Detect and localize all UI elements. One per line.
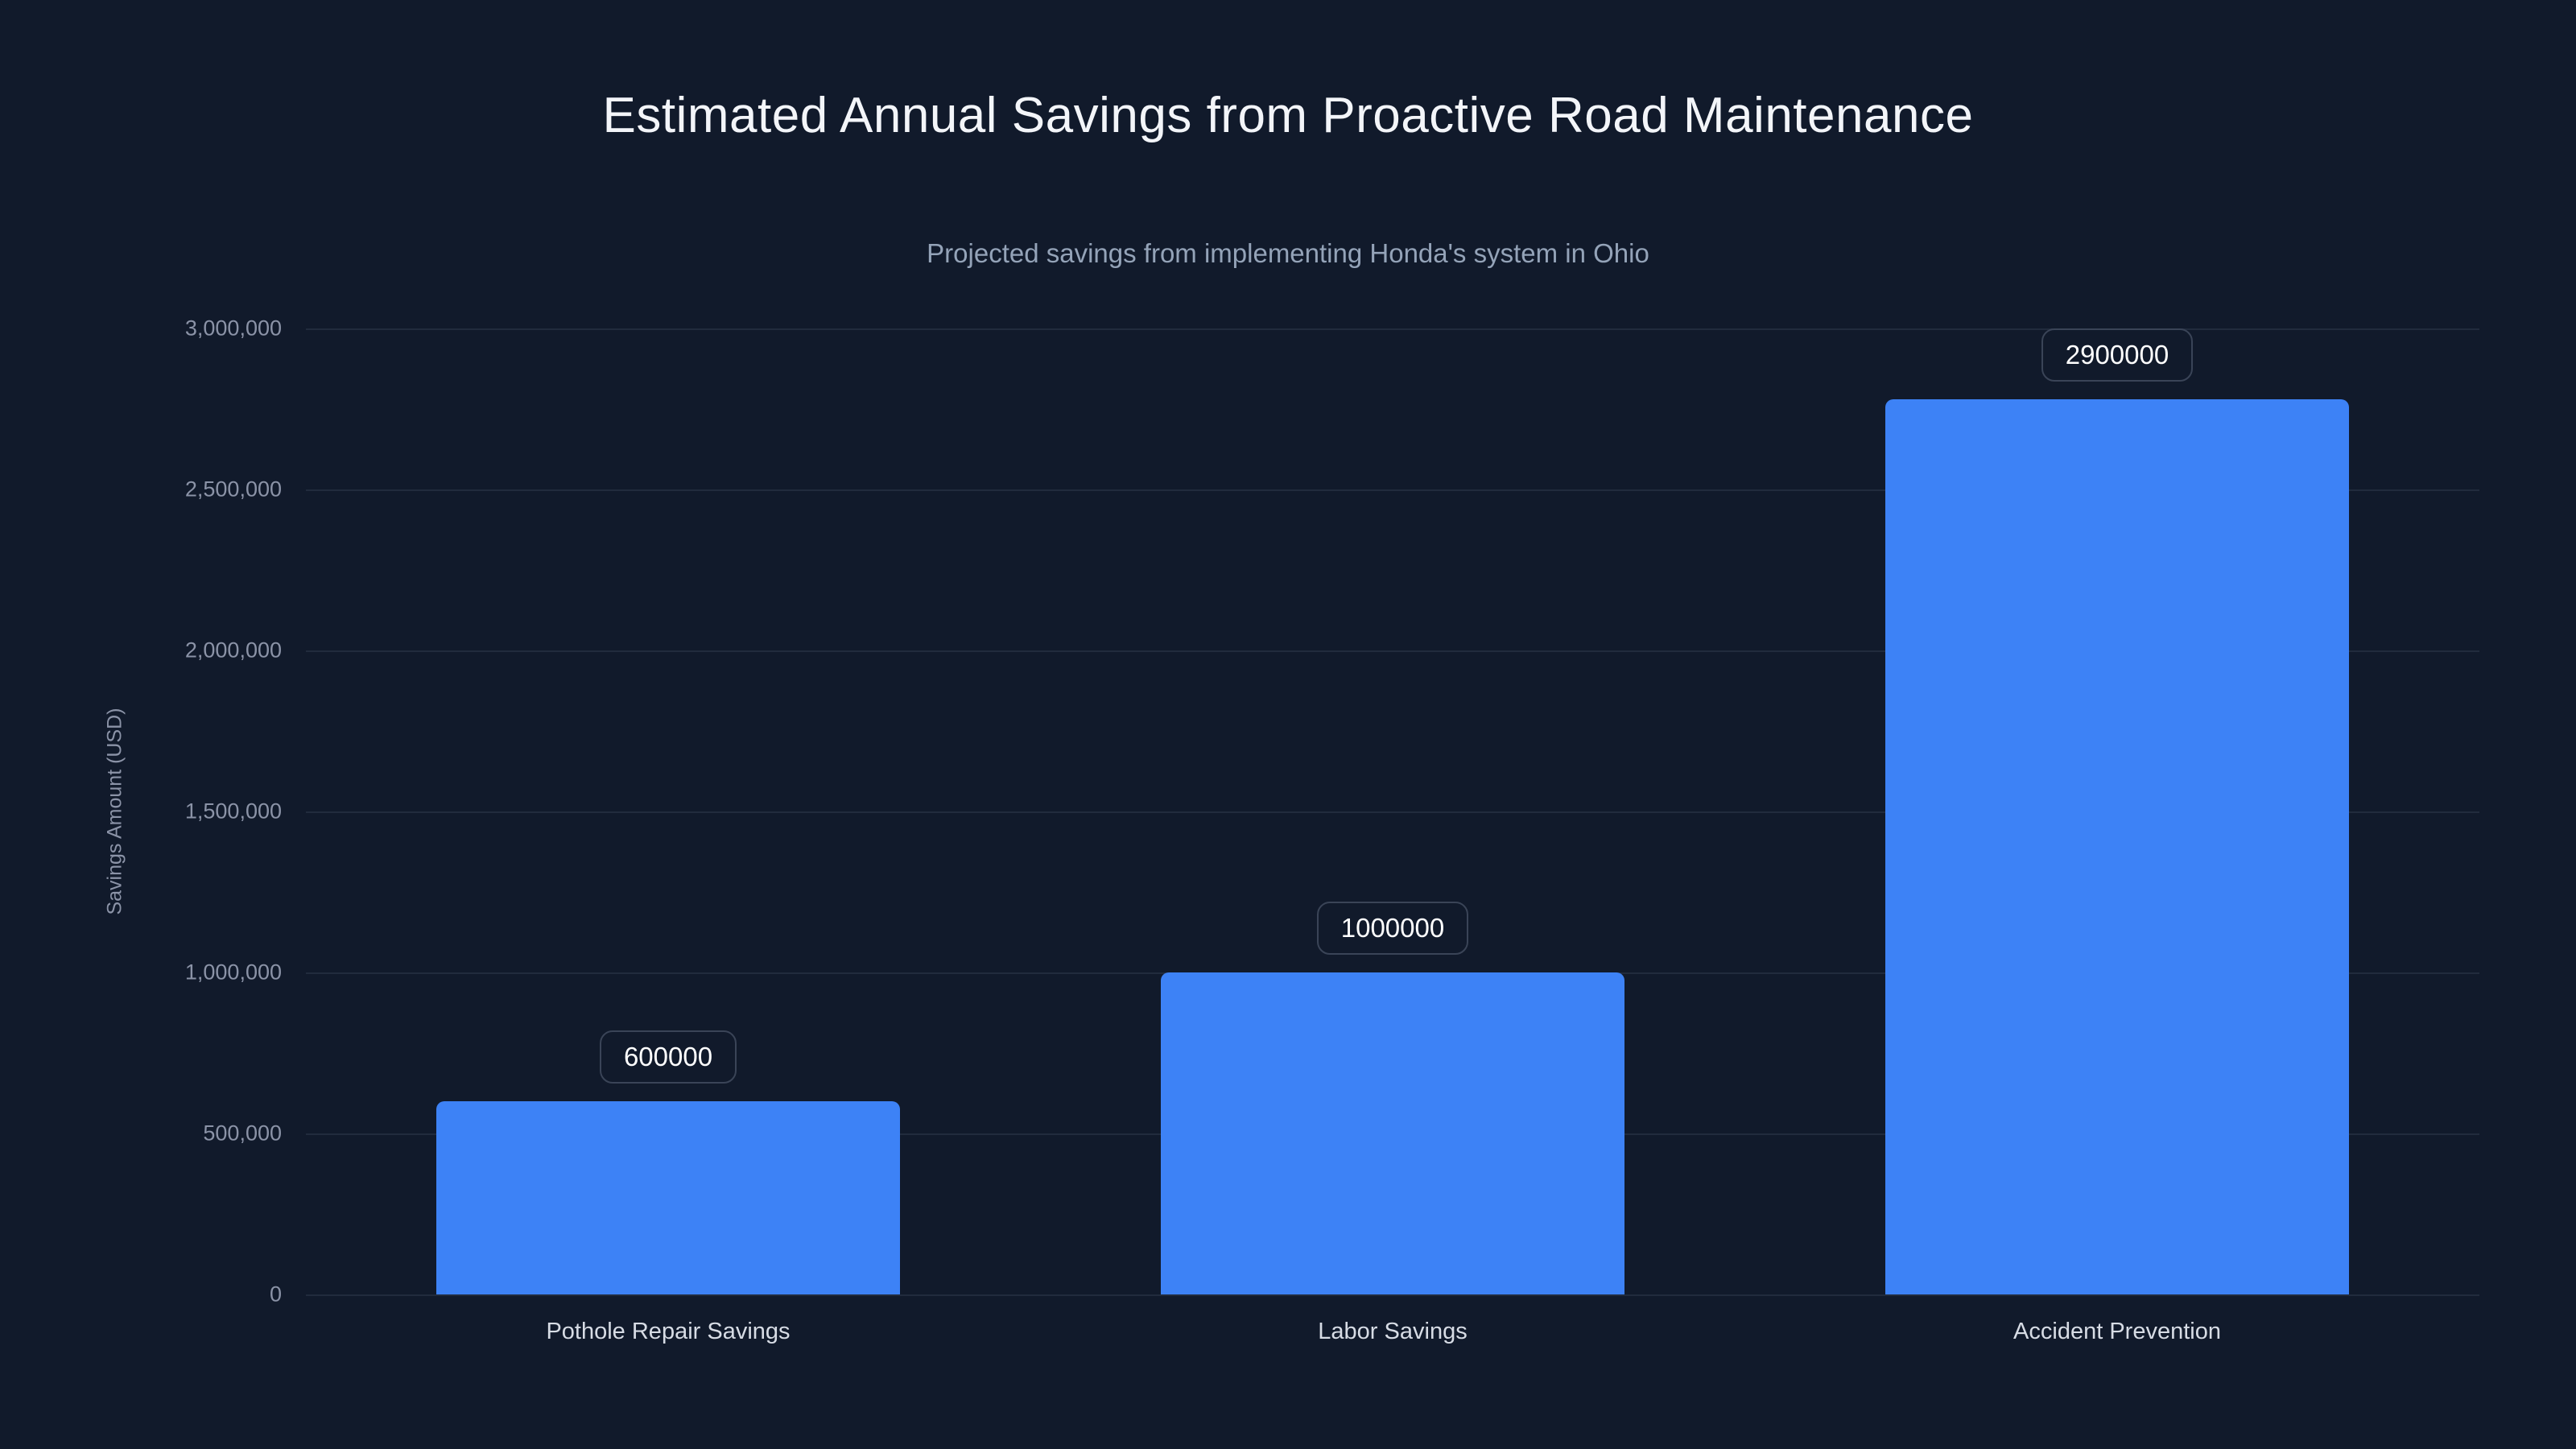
y-tick-label: 2,000,000 xyxy=(184,638,282,663)
x-tick-label: Accident Prevention xyxy=(2013,1319,2221,1344)
value-label-pill: 2900000 xyxy=(2041,328,2194,382)
gridline xyxy=(306,328,2479,330)
bar-accident-prevention xyxy=(1885,399,2349,1294)
y-tick-label: 1,000,000 xyxy=(184,960,282,985)
y-tick-label: 0 xyxy=(269,1282,282,1307)
bars-row: 600000 1000000 2900000 xyxy=(306,328,2479,1294)
x-tick-label: Pothole Repair Savings xyxy=(546,1319,791,1344)
bar-pothole-repair xyxy=(436,1101,900,1294)
gridline xyxy=(306,811,2479,813)
x-tick-label: Labor Savings xyxy=(1318,1319,1468,1344)
bar-slot-accident-prevention: 2900000 xyxy=(1755,328,2479,1294)
gridline xyxy=(306,650,2479,652)
y-tick-label: 3,000,000 xyxy=(184,316,282,341)
plot-area: 3,000,000 2,500,000 2,000,000 1,500,000 … xyxy=(185,316,2479,1307)
y-tick-label: 2,500,000 xyxy=(184,477,282,502)
value-label-pill: 600000 xyxy=(599,1030,737,1084)
bar-slot-labor-savings: 1000000 xyxy=(1030,328,1755,1294)
gridline xyxy=(306,1294,2479,1296)
y-tick-label: 500,000 xyxy=(203,1121,282,1146)
gridline xyxy=(306,489,2479,491)
bar-slot-pothole-repair: 600000 xyxy=(306,328,1030,1294)
x-axis-labels: Pothole Repair Savings Labor Savings Acc… xyxy=(306,1319,2479,1345)
chart-subtitle: Projected savings from implementing Hond… xyxy=(927,238,1649,268)
chart-title: Estimated Annual Savings from Proactive … xyxy=(602,88,1974,143)
y-tick-label: 1,500,000 xyxy=(184,799,282,824)
value-label-pill: 1000000 xyxy=(1316,902,1469,955)
y-axis-label: Savings Amount (USD) xyxy=(103,708,126,915)
bar-labor-savings xyxy=(1161,972,1624,1294)
